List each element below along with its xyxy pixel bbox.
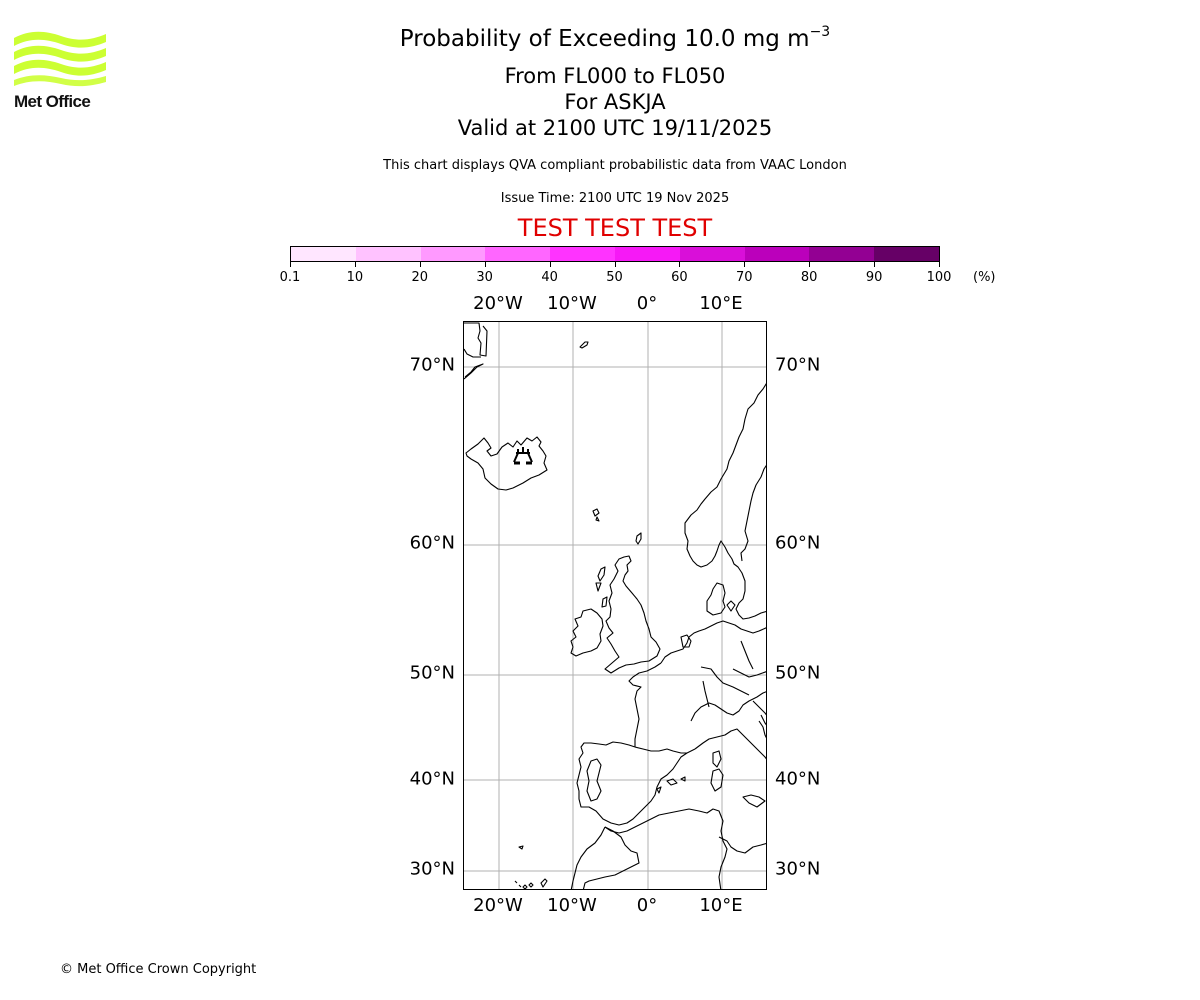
chart-title: Probability of Exceeding 10.0 mg m−3 <box>0 24 1200 52</box>
volcano-icon <box>513 447 533 465</box>
colorbar-tick <box>874 262 876 267</box>
lon-label-bottom: 10°E <box>699 895 743 916</box>
colorbar-tick <box>679 262 681 267</box>
colorbar-tick-label: 60 <box>671 270 688 285</box>
lon-label-top: 0° <box>636 293 658 314</box>
lat-label-left: 30°N <box>409 858 455 880</box>
colorbar-segment <box>809 247 875 261</box>
title-superscript: −3 <box>809 24 831 40</box>
lat-label-left: 70°N <box>409 354 455 376</box>
met-office-waves-icon <box>14 31 106 87</box>
map-panel[interactable] <box>463 321 767 890</box>
colorbar-tick-label: 30 <box>476 270 493 285</box>
colorbar-segment <box>744 247 810 261</box>
lat-label-right: 30°N <box>775 858 821 880</box>
colorbar-tick-label: 50 <box>606 270 623 285</box>
colorbar-segment <box>485 247 551 261</box>
colorbar <box>290 246 940 262</box>
colorbar-tick-label: 80 <box>800 270 818 285</box>
lon-label-top: 10°W <box>547 293 597 314</box>
colorbar-tick <box>549 262 551 267</box>
coastlines <box>464 322 766 889</box>
colorbar-segment <box>874 247 939 261</box>
lat-label-right: 60°N <box>775 532 821 554</box>
lat-label-left: 40°N <box>409 768 455 790</box>
colorbar-tick <box>290 262 291 267</box>
lat-label-left: 60°N <box>409 532 455 554</box>
colorbar-segment <box>679 247 745 261</box>
title-text: Probability of Exceeding 10.0 mg m <box>399 26 810 52</box>
met-office-logo: Met Office <box>14 30 108 112</box>
lat-label-right: 40°N <box>775 768 821 790</box>
colorbar-tick-label: 10 <box>346 270 364 285</box>
volcano-name: For ASKJA <box>564 90 666 114</box>
colorbar-tick <box>744 262 746 267</box>
lat-label-right: 70°N <box>775 354 821 376</box>
colorbar-tick-label: 40 <box>541 270 558 285</box>
colorbar-tick <box>419 262 421 267</box>
colorbar-tick <box>614 262 616 267</box>
lon-label-top: 20°W <box>473 293 523 314</box>
colorbar-tick <box>809 262 811 267</box>
lat-label-right: 50°N <box>775 662 821 684</box>
lat-label-left: 50°N <box>409 662 455 684</box>
colorbar-tick <box>354 262 356 267</box>
gridlines <box>464 322 766 889</box>
lon-label-top: 10°E <box>699 293 743 314</box>
lon-label-bottom: 10°W <box>547 895 597 916</box>
colorbar-tick-label: 100 <box>926 270 952 285</box>
colorbar-unit: (%) <box>973 270 996 285</box>
colorbar-tick-label: 0.1 <box>279 270 301 285</box>
colorbar-tick-label: 90 <box>865 270 883 285</box>
chart-description: This chart displays QVA compliant probab… <box>383 158 847 173</box>
colorbar-tick <box>484 262 486 267</box>
colorbar-tick-label: 70 <box>736 270 753 285</box>
map-canvas <box>464 322 766 889</box>
colorbar-tick <box>939 262 940 267</box>
colorbar-segment <box>550 247 615 261</box>
copyright-notice: © Met Office Crown Copyright <box>60 962 257 977</box>
lon-label-bottom: 0° <box>636 895 658 916</box>
colorbar-segment <box>291 247 356 261</box>
logo-text: Met Office <box>14 92 91 111</box>
lon-label-bottom: 20°W <box>473 895 523 916</box>
issue-time: Issue Time: 2100 UTC 19 Nov 2025 <box>500 191 730 206</box>
colorbar-segment <box>355 247 421 261</box>
valid-time: Valid at 2100 UTC 19/11/2025 <box>457 116 773 140</box>
colorbar-tick-label: 20 <box>411 270 429 285</box>
colorbar-segment <box>420 247 486 261</box>
flight-level-range: From FL000 to FL050 <box>504 64 726 88</box>
colorbar-segment <box>614 247 680 261</box>
test-banner: TEST TEST TEST <box>517 214 713 242</box>
